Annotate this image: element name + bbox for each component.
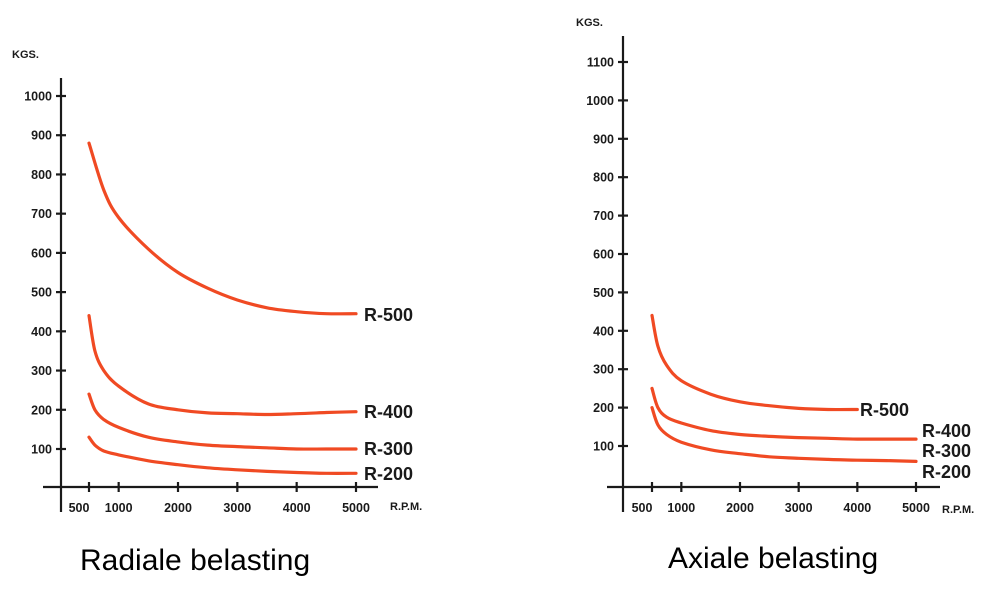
left-y-tick-label: 700: [31, 207, 52, 221]
right-y-tick-label: 100: [593, 440, 614, 454]
left-series-label-r-400: R-400: [364, 402, 413, 422]
right-curve-r-400: [650, 386, 918, 441]
axial-load-chart: KGS. R.P.M. Axiale belasting 100 200 300 40…: [576, 17, 974, 575]
right-y-tick-label: 200: [593, 401, 614, 415]
right-x-tick-label: 4000: [843, 501, 871, 515]
left-y-tick-label: 300: [31, 364, 52, 378]
right-curve-r-300: [650, 406, 918, 463]
right-series-label-r-500: R-500: [860, 400, 909, 420]
right-curve-r-500: [650, 313, 859, 412]
right-y-tick-label: 800: [593, 171, 614, 185]
left-x-tick-label: 2000: [164, 501, 192, 515]
left-series-label-r-200: R-200: [364, 464, 413, 484]
left-y-tick-label: 400: [31, 325, 52, 339]
right-y-tick-label: 1000: [586, 94, 614, 108]
right-x-tick-label: 1000: [667, 501, 695, 515]
left-curve-r-400: [87, 314, 358, 417]
right-y-tick-label: 300: [593, 363, 614, 377]
left-x-tick-label: 4000: [283, 501, 311, 515]
right-y-tick-label: 700: [593, 209, 614, 223]
left-y-tick-label: 800: [31, 168, 52, 182]
left-series-label-r-500: R-500: [364, 305, 413, 325]
left-x-tick-label: 3000: [223, 501, 251, 515]
right-x-tick-label: 3000: [785, 501, 813, 515]
right-x-unit-label: R.P.M.: [942, 504, 974, 516]
right-y-tick-label: 600: [593, 248, 614, 262]
right-series-label-r-400: R-400: [922, 421, 971, 441]
left-y-unit-label: KGS.: [12, 49, 39, 61]
left-y-tick-label: 1000: [24, 90, 52, 104]
right-y-tick-label: 400: [593, 324, 614, 338]
right-series-label-r-300: R-300: [922, 441, 971, 461]
right-x-tick-label: 5000: [902, 501, 930, 515]
left-y-tick-label: 600: [31, 246, 52, 260]
left-series-label-r-300: R-300: [364, 439, 413, 459]
right-y-unit-label: KGS.: [576, 17, 603, 29]
right-x-tick-label: 500: [632, 501, 653, 515]
left-x-tick-label: 5000: [342, 501, 370, 515]
left-x-unit-label: R.P.M.: [390, 501, 422, 513]
left-y-tick-label: 900: [31, 129, 52, 143]
left-curve-r-200: [87, 435, 358, 475]
left-y-tick-label: 100: [31, 443, 52, 457]
right-y-tick-label: 900: [593, 132, 614, 146]
right-y-tick-label: 1100: [587, 56, 614, 70]
right-x-tick-label: 2000: [726, 501, 754, 515]
left-curve-r-500: [87, 141, 358, 316]
left-chart-caption: Radiale belasting: [80, 544, 310, 577]
left-x-tick-label: 500: [69, 501, 90, 515]
left-y-tick-label: 200: [31, 403, 52, 417]
right-y-tick-label: 500: [593, 286, 614, 300]
left-y-tick-label: 500: [31, 286, 52, 300]
left-curve-r-300: [87, 392, 358, 451]
right-chart-caption: Axiale belasting: [668, 542, 878, 575]
right-series-label-r-200: R-200: [922, 462, 971, 482]
left-x-tick-label: 1000: [105, 501, 133, 515]
radial-load-chart: KGS. R.P.M. Radiale belasting 100 200 300 4…: [12, 49, 422, 577]
